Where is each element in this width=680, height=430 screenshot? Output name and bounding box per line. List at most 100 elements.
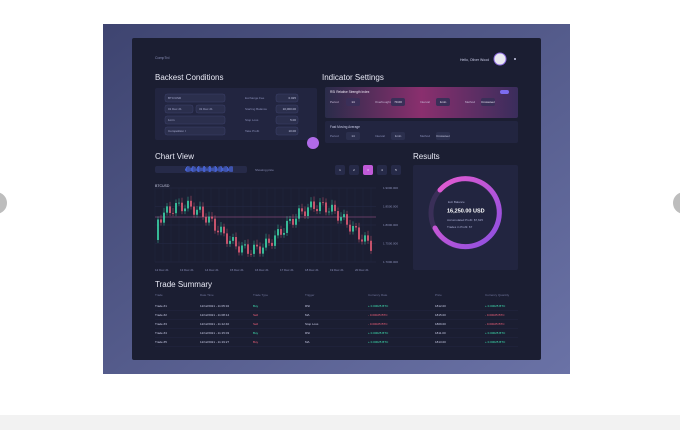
slider-wave — [203, 166, 204, 172]
candle — [163, 212, 165, 223]
candle — [325, 202, 327, 213]
candle — [337, 211, 339, 221]
date-label: 15 Dec 21 — [230, 268, 244, 272]
symbol: BTCUSD — [155, 184, 170, 188]
page-button[interactable] — [391, 165, 401, 175]
date-label: 20 Dec 21 — [355, 268, 369, 272]
candle — [187, 200, 189, 209]
param-value: 1min — [395, 134, 402, 138]
candle — [202, 206, 204, 217]
input[interactable] — [275, 104, 299, 114]
table-cell: Trade #4 — [155, 331, 167, 335]
slider-wave — [212, 167, 214, 172]
logo: CompTrd — [155, 56, 170, 60]
candle — [193, 206, 195, 215]
candle — [196, 209, 198, 215]
select[interactable] — [164, 104, 194, 114]
zoom-label: Showing price — [255, 168, 274, 172]
date-label: 13 Dec 21 — [180, 268, 194, 272]
field-label: Starting Balance — [245, 107, 267, 111]
page-button[interactable] — [335, 165, 345, 175]
slider-wave — [231, 166, 233, 172]
input[interactable] — [275, 93, 299, 103]
candle — [343, 214, 345, 218]
candle — [370, 240, 372, 251]
param-input[interactable] — [346, 132, 360, 140]
column-header: Trigger — [305, 293, 314, 297]
date-label: 14 Dec 21 — [205, 268, 219, 272]
param-input[interactable] — [481, 98, 495, 106]
param-input[interactable] — [346, 98, 360, 106]
select-value: 1min — [168, 118, 175, 122]
candle — [175, 203, 177, 214]
field-value: 5.00 — [290, 118, 296, 122]
candle — [304, 211, 306, 216]
page-button[interactable] — [349, 165, 359, 175]
section-title: Backest Conditions — [155, 73, 223, 82]
candle — [298, 208, 300, 219]
slider-wave — [187, 166, 189, 172]
slider-wave — [218, 166, 220, 172]
candle — [223, 226, 225, 234]
candle — [301, 208, 303, 212]
toggle[interactable] — [500, 90, 509, 94]
table-cell: - 0.00025 BTC — [485, 322, 505, 326]
slider-wave — [216, 166, 217, 172]
page-button[interactable] — [363, 165, 373, 175]
slider-wave — [225, 166, 227, 172]
slider-wave — [205, 166, 207, 172]
table-cell: Sell — [253, 313, 258, 317]
date-label: 17 Dec 21 — [280, 268, 294, 272]
table-cell: Trade #1 — [155, 304, 167, 308]
table-cell: MA — [305, 340, 310, 344]
candle — [355, 226, 357, 228]
candle — [217, 230, 219, 233]
candle — [157, 219, 159, 240]
table-cell: 1813.00 — [435, 340, 446, 344]
select-value: BTC/USD — [168, 96, 182, 100]
prev-arrow[interactable] — [0, 192, 7, 214]
page-button[interactable] — [377, 165, 387, 175]
column-header: Currency Rate — [368, 293, 388, 297]
input[interactable] — [275, 126, 299, 136]
table-cell: Trade #5 — [155, 340, 167, 344]
param-input[interactable] — [391, 132, 405, 140]
table-cell: 12/12/2021 - 11:15:03 — [200, 331, 229, 335]
candle — [184, 208, 186, 212]
next-arrow[interactable] — [673, 192, 680, 214]
param-input[interactable] — [436, 132, 450, 140]
add-button[interactable] — [307, 137, 319, 149]
candle — [190, 200, 192, 207]
section-title: Indicator Settings — [322, 73, 384, 82]
table-cell: RSI — [305, 331, 310, 335]
param-value: Crossover — [436, 134, 450, 138]
param-input[interactable] — [391, 98, 405, 106]
input[interactable] — [275, 115, 299, 125]
candle — [178, 202, 180, 204]
table-cell: + 0.00025 BTC — [368, 340, 389, 344]
menu-dot[interactable] — [514, 58, 516, 60]
avatar[interactable] — [493, 52, 507, 66]
param-value: 70.00 — [394, 100, 402, 104]
slider-wave — [230, 166, 232, 172]
field-label: Exchange Fee — [245, 96, 265, 100]
column-header: Date Time — [200, 293, 214, 297]
price-label: 1.7000.000 — [383, 260, 398, 264]
param-value: 14 — [351, 134, 355, 138]
candle — [211, 216, 213, 219]
select[interactable] — [164, 93, 226, 103]
select[interactable] — [195, 104, 226, 114]
candle — [214, 218, 216, 231]
select[interactable] — [164, 126, 226, 136]
price-label: 1.8000.000 — [383, 223, 398, 227]
candle — [313, 201, 315, 209]
table-cell: Buy — [253, 340, 259, 344]
date-label: 12 Dec 21 — [155, 268, 169, 272]
results-label: Exit Balance — [448, 200, 465, 204]
candle — [253, 244, 255, 254]
rsi-panel — [325, 87, 518, 118]
select[interactable] — [164, 115, 226, 125]
candle — [166, 206, 168, 213]
param-input[interactable] — [436, 98, 450, 106]
candle — [277, 229, 279, 236]
